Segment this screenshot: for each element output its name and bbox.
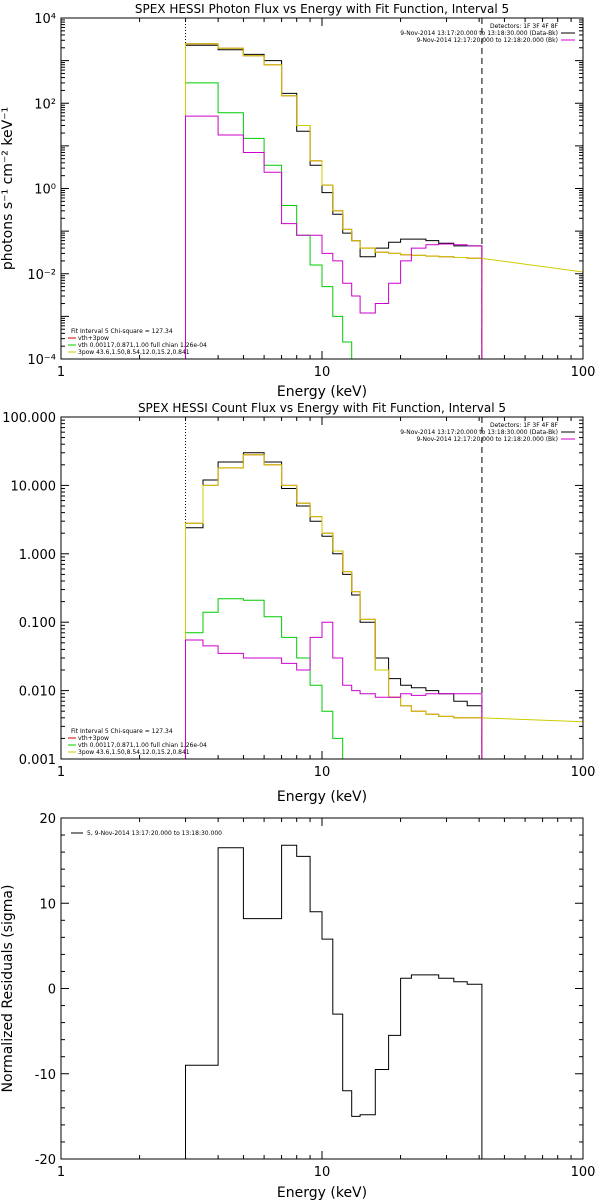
y-ticks: [61, 817, 583, 1160]
y-tick-label: 20: [39, 812, 56, 827]
x-tick-label: 10: [314, 365, 331, 380]
y-tick-label: -10: [35, 1068, 56, 1083]
x-tick-label: 100: [571, 765, 596, 780]
y-tick-label: 10⁰: [34, 183, 56, 198]
y-tick-label: -20: [35, 1153, 56, 1168]
y-tick-label: 10⁻²: [27, 268, 56, 283]
series-5-line: [185, 621, 483, 759]
y-tick-label: 0.010: [19, 685, 56, 700]
legend-entry: 3pow 43.6,1.50,8.54,12.0,15.2,0.841: [78, 349, 190, 356]
y-tick-label: 1.000: [19, 548, 56, 563]
plot-frame: [60, 17, 584, 360]
y-tick-label: 0.001: [19, 753, 56, 768]
plot-frame: [60, 416, 584, 760]
x-ticks: [60, 818, 572, 1159]
y-tick-label: 10⁻⁴: [27, 353, 56, 368]
legend-entry: vth+3pow: [78, 735, 109, 742]
x-axis-label: Energy (keV): [277, 789, 367, 805]
legend-entry: Fit Interval 5 Chi-square = 127.34: [71, 328, 173, 335]
y-tick-label: 10⁴: [34, 12, 56, 27]
legend-entry: 3pow 43.6,1.50,8.54,12.0,15.2,0.841: [78, 749, 190, 756]
series-1-line: [185, 844, 483, 1159]
series-1-line: [185, 44, 483, 359]
y-axis-label: Normalized Residuals (sigma): [0, 885, 16, 1093]
x-ticks: [60, 417, 572, 759]
plot-area: [185, 452, 583, 759]
x-axis-label: Energy (keV): [277, 384, 367, 400]
legend-entry: Detectors: 1F 3F 4F 8F: [490, 422, 559, 429]
y-tick-label: 100.000: [2, 411, 56, 426]
series-4-line: [185, 454, 483, 759]
plot-area: [185, 844, 483, 1159]
chart-panel-3: 1 10 100 -20 -10 0 10 20 Energy (keV) Normalized …: [0, 812, 595, 1200]
y-tick-label: 0.100: [19, 616, 56, 631]
legend-entry: vth 0.00117,0.871,1.00 full chian 1.26e-…: [78, 742, 207, 749]
legend-entry: Fit Interval 5 Chi-square = 127.34: [71, 728, 173, 735]
legend-entry: 5, 9-Nov-2014 13:17:20.000 to 13:18:30.0…: [87, 830, 222, 837]
chart-panel-1: SPEX HESSI Photon Flux vs Energy with Fi…: [0, 2, 596, 400]
x-tick-label: 10: [314, 765, 331, 780]
series-4-line: [185, 43, 483, 359]
legend-entry: 9-Nov-2014 12:17:20.000 to 12:18:20.000 …: [416, 436, 558, 443]
legend-entry: 9-Nov-2014 13:17:20.000 to 13:18:30.000 …: [400, 429, 558, 436]
legend-entry: Detectors: 1F 3F 4F 8F: [490, 23, 559, 30]
y-axis-label: photons s⁻¹ cm⁻² keV⁻¹: [0, 107, 16, 270]
chart-panel-2: SPEX HESSI Count Flux vs Energy with Fit…: [2, 401, 596, 805]
plot-frame: [60, 817, 584, 1160]
x-tick-label: 100: [571, 365, 596, 380]
fit-extension-line: [481, 257, 583, 273]
x-tick-label: 1: [57, 365, 65, 380]
series-1-line: [185, 452, 483, 759]
x-tick-label: 1: [57, 1165, 65, 1180]
x-axis-label: Energy (keV): [277, 1185, 367, 1200]
x-ticks: [60, 18, 572, 359]
y-ticks: [61, 419, 583, 760]
y-tick-label: 10.000: [11, 479, 57, 494]
series-3-line: [185, 598, 344, 759]
x-tick-label: 1: [57, 765, 65, 780]
series-3-line: [185, 82, 353, 359]
series-5-line: [185, 115, 483, 359]
fit-extension-line: [481, 717, 583, 723]
x-tick-label: 10: [314, 1165, 331, 1180]
y-tick-label: 10²: [34, 97, 56, 112]
y-tick-label: 10: [39, 897, 56, 912]
series-2-line: [185, 454, 483, 759]
x-tick-label: 100: [571, 1165, 596, 1180]
chart-title: SPEX HESSI Count Flux vs Energy with Fit…: [138, 401, 506, 415]
chart-title: SPEX HESSI Photon Flux vs Energy with Fi…: [135, 2, 509, 16]
legend-entry: vth 0.00117,0.871,1.00 full chian 1.26e-…: [78, 342, 207, 349]
legend-entry: 9-Nov-2014 13:17:20.000 to 13:18:30.000 …: [400, 30, 558, 37]
plot-area: [185, 43, 583, 359]
legend-entry: 9-Nov-2014 12:17:20.000 to 12:18:20.000 …: [416, 37, 558, 44]
y-tick-label: 0: [48, 983, 56, 998]
legend-entry: vth+3pow: [78, 335, 109, 342]
